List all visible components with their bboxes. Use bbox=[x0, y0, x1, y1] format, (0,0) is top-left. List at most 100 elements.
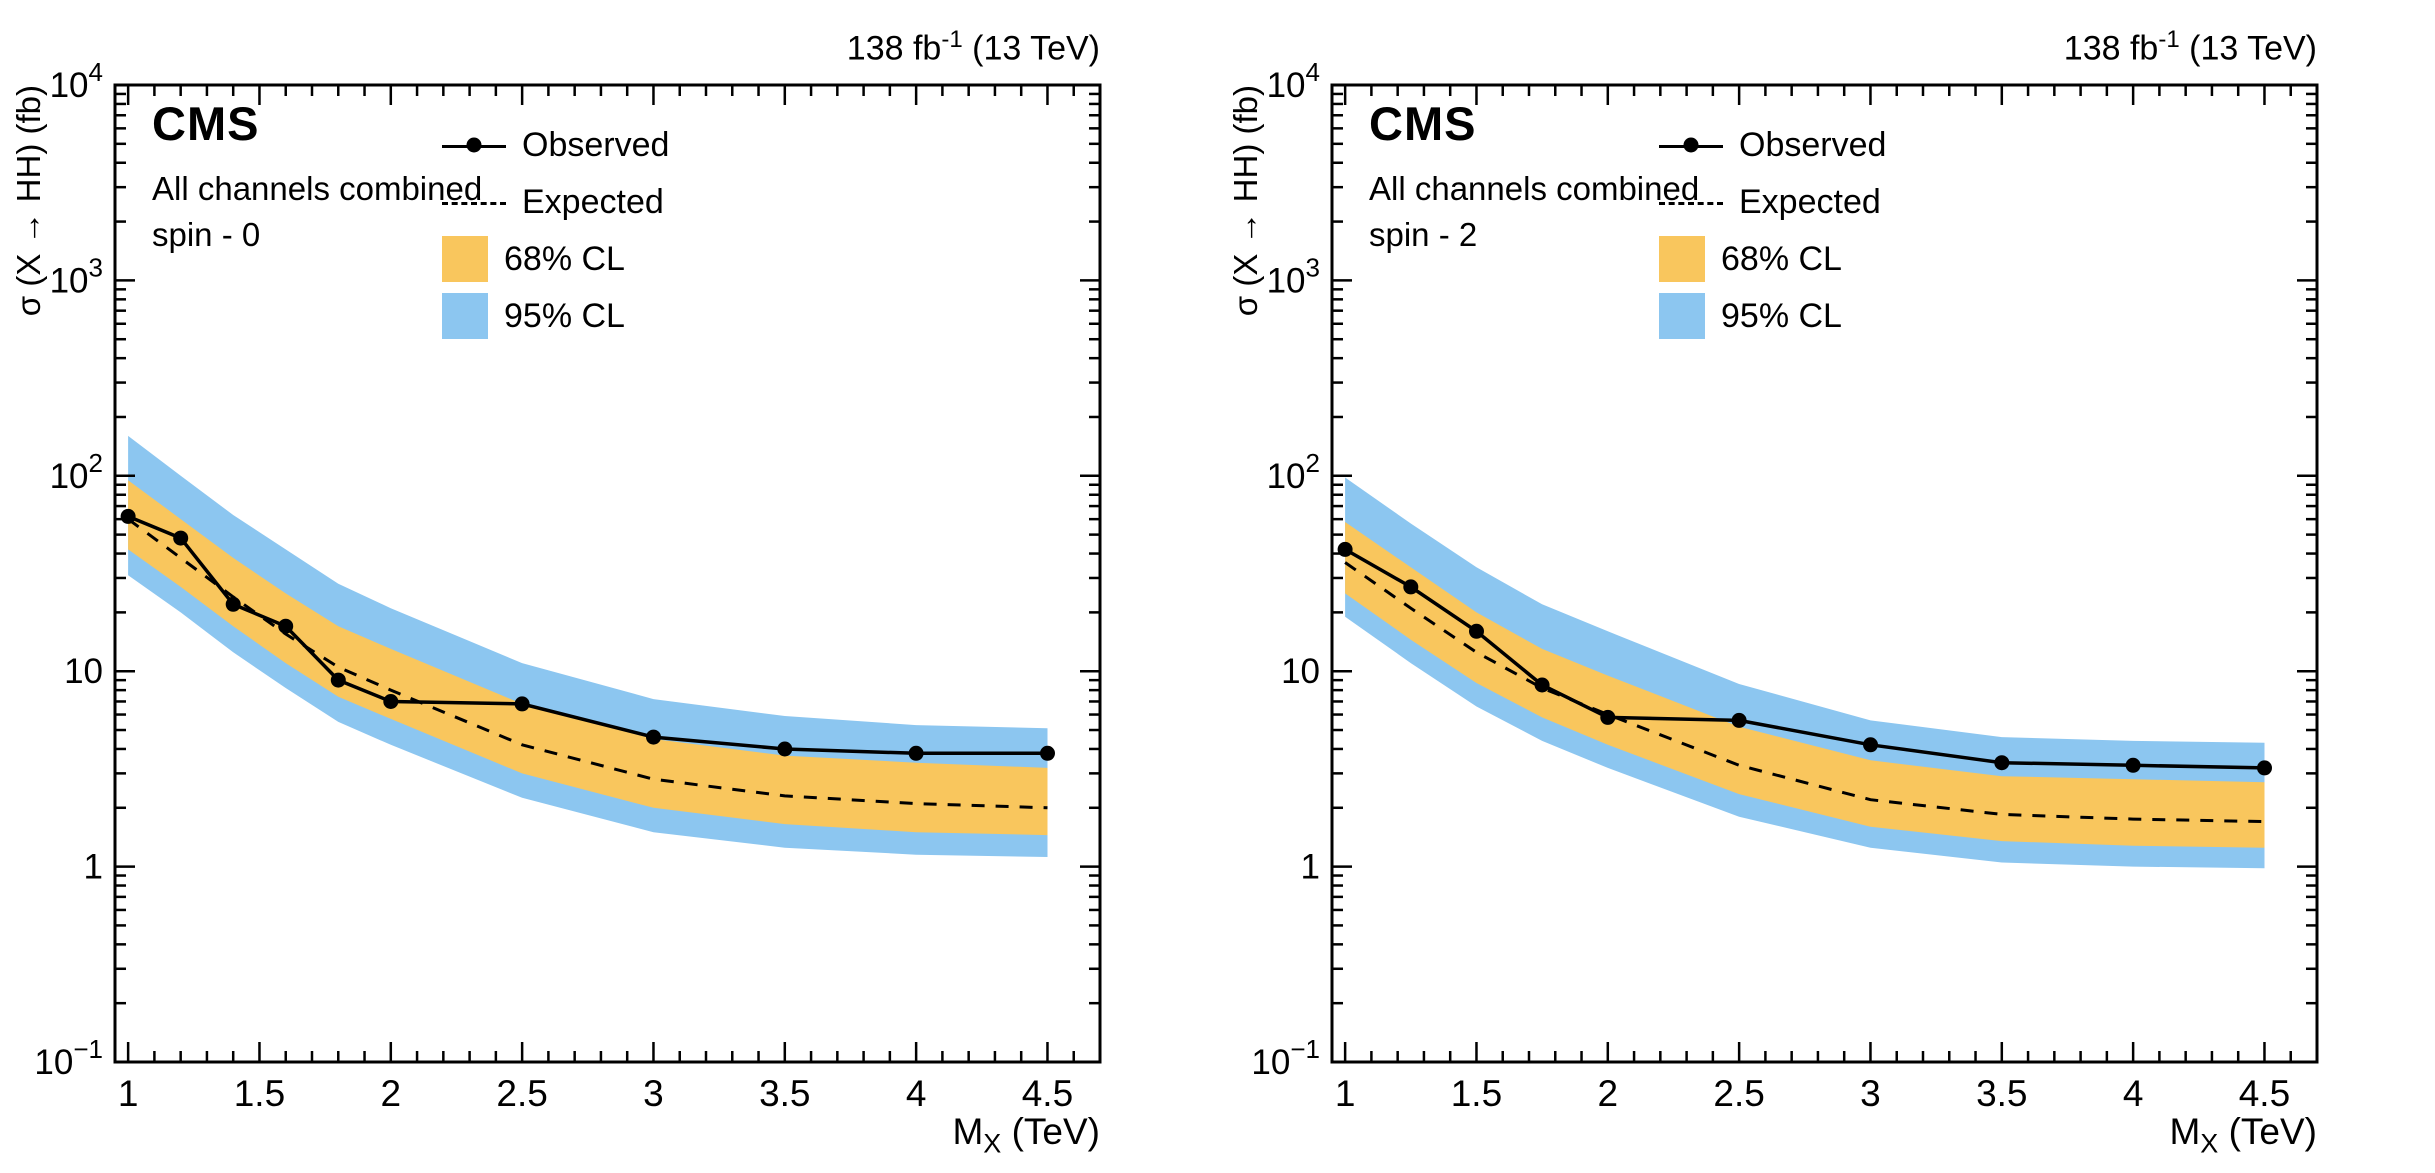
legend-item-expected: Expected bbox=[1659, 179, 1886, 225]
lumi-text: 138 fb bbox=[846, 29, 942, 68]
legend-label-95cl: 95% CL bbox=[1721, 296, 1842, 335]
observed-marker bbox=[908, 745, 924, 761]
y-tick-label: 1 bbox=[84, 848, 103, 887]
x-tick-label: 3 bbox=[643, 1073, 664, 1114]
y-tick-label: 104 bbox=[50, 57, 103, 105]
luminosity-label: 138 fb-1 (13 TeV) bbox=[2064, 26, 2317, 68]
observed-marker bbox=[514, 696, 530, 712]
x-tick-label: 4 bbox=[906, 1073, 927, 1114]
legend-label-95cl: 95% CL bbox=[504, 296, 625, 335]
observed-line-marker-icon bbox=[442, 134, 506, 156]
legend-item-68cl: 68% CL bbox=[442, 236, 669, 282]
x-title-main: M bbox=[2169, 1110, 2201, 1152]
legend-label-observed: Observed bbox=[522, 125, 670, 164]
observed-marker bbox=[278, 618, 294, 634]
y-tick-label: 10−1 bbox=[1251, 1034, 1320, 1082]
observed-marker bbox=[1534, 677, 1550, 693]
spin-label: spin - 0 bbox=[152, 216, 261, 253]
observed-marker bbox=[383, 694, 399, 709]
y-tick-label: 102 bbox=[1267, 448, 1320, 496]
plot-frame bbox=[1330, 83, 2319, 1064]
legend-label-68cl: 68% CL bbox=[1721, 239, 1842, 278]
expected-dashed-line-icon bbox=[442, 191, 506, 213]
legend-item-68cl: 68% CL bbox=[1659, 236, 1886, 282]
spin0-chart: 1 1.5 2 2.5 3 3.5 4 4.5 10−1 1 10 102 103 104 bbox=[34, 57, 1102, 1114]
x-tick-label: 4.5 bbox=[1022, 1073, 1073, 1114]
band-95cl bbox=[1345, 477, 2265, 869]
y-tick-label: 10 bbox=[1281, 652, 1320, 691]
y-tick-label: 103 bbox=[1267, 252, 1320, 300]
x-title-units: (TeV) bbox=[1001, 1110, 1100, 1152]
channels-label: All channels combined bbox=[152, 170, 483, 207]
lumi-energy: (13 TeV) bbox=[2179, 29, 2317, 68]
x-tick-label: 2 bbox=[1598, 1073, 1619, 1114]
observed-marker bbox=[1040, 745, 1055, 761]
band-68cl bbox=[128, 480, 1048, 836]
spin-label: spin - 2 bbox=[1369, 216, 1478, 253]
x-tick-label: 1.5 bbox=[234, 1073, 285, 1114]
x-tick-label: 4.5 bbox=[2239, 1073, 2290, 1114]
panel-spin0: 1 1.5 2 2.5 3 3.5 4 4.5 10−1 1 10 102 103 104 σ (X → … bbox=[0, 0, 1217, 1173]
y-tick-label: 10−1 bbox=[34, 1034, 103, 1082]
x-axis-title: MX (TeV) bbox=[952, 1111, 1100, 1159]
observed-line bbox=[1344, 547, 2265, 770]
x-tick-label: 4 bbox=[2123, 1073, 2144, 1114]
y-tick-label: 103 bbox=[50, 252, 103, 300]
legend-item-observed: Observed bbox=[1659, 122, 1886, 168]
legend-item-observed: Observed bbox=[442, 122, 669, 168]
y-axis-title: σ (X → HH) (fb) bbox=[1227, 85, 1264, 317]
x-axis-title: MX (TeV) bbox=[2169, 1111, 2317, 1159]
y-tick-label: 1 bbox=[1301, 848, 1320, 887]
x-tick-label: 3.5 bbox=[759, 1073, 810, 1114]
y-tick-label: 10 bbox=[64, 652, 103, 691]
legend-label-expected: Expected bbox=[1739, 182, 1881, 221]
lumi-exponent: -1 bbox=[941, 26, 963, 53]
legend-item-95cl: 95% CL bbox=[442, 293, 669, 339]
observed-marker bbox=[1403, 579, 1419, 595]
observed-marker bbox=[330, 672, 346, 688]
x-title-subscript: X bbox=[983, 1128, 1002, 1158]
x-title-units: (TeV) bbox=[2218, 1110, 2317, 1152]
observed-marker bbox=[1863, 737, 1878, 753]
x-tick-label: 1 bbox=[1335, 1073, 1356, 1114]
cms-logo-text: CMS bbox=[1369, 97, 1477, 150]
channels-label: All channels combined bbox=[1369, 170, 1700, 207]
plot-frame bbox=[113, 83, 1102, 1064]
lumi-energy: (13 TeV) bbox=[962, 29, 1100, 68]
x-tick-label: 1 bbox=[118, 1073, 139, 1114]
lumi-text: 138 fb bbox=[2063, 29, 2159, 68]
observed-marker bbox=[646, 729, 661, 745]
legend-label-68cl: 68% CL bbox=[504, 239, 625, 278]
observed-marker bbox=[1469, 623, 1484, 639]
band-95-swatch bbox=[1659, 293, 1705, 339]
x-tick-label: 2 bbox=[381, 1073, 402, 1114]
x-tick-label: 2.5 bbox=[496, 1073, 547, 1114]
y-axis-title: σ (X → HH) (fb) bbox=[10, 85, 47, 317]
observed-marker bbox=[777, 741, 793, 757]
observed-marker bbox=[173, 530, 189, 546]
y-tick-label: 104 bbox=[1267, 57, 1320, 105]
legend-label-expected: Expected bbox=[522, 182, 664, 221]
x-tick-label: 2.5 bbox=[1713, 1073, 1764, 1114]
x-tick-label: 1.5 bbox=[1451, 1073, 1502, 1114]
observed-line-marker-icon bbox=[1659, 134, 1723, 156]
observed-marker bbox=[1731, 712, 1747, 728]
spin2-chart: 1 1.5 2 2.5 3 3.5 4 4.5 10−1 1 10 102 103 104 bbox=[1251, 57, 2319, 1114]
panel-spin2: 1 1.5 2 2.5 3 3.5 4 4.5 10−1 1 10 102 103 104 σ (X → … bbox=[1217, 0, 2434, 1173]
band-68-swatch bbox=[442, 236, 488, 282]
legend: Observed Expected 68% CL 95% CL bbox=[442, 122, 669, 339]
lumi-exponent: -1 bbox=[2158, 26, 2180, 53]
observed-marker bbox=[1600, 709, 1616, 725]
observed-marker bbox=[1994, 755, 2010, 771]
x-tick-label: 3 bbox=[1860, 1073, 1881, 1114]
band-68cl bbox=[1345, 522, 2265, 848]
observed-marker bbox=[225, 596, 241, 612]
observed-marker bbox=[2257, 760, 2272, 776]
x-tick-label: 3.5 bbox=[1976, 1073, 2027, 1114]
band-95-swatch bbox=[442, 293, 488, 339]
legend: Observed Expected 68% CL 95% CL bbox=[1659, 122, 1886, 339]
observed-marker bbox=[2125, 757, 2141, 773]
legend-label-observed: Observed bbox=[1739, 125, 1887, 164]
x-title-subscript: X bbox=[2200, 1128, 2219, 1158]
expected-line bbox=[1344, 561, 2265, 824]
